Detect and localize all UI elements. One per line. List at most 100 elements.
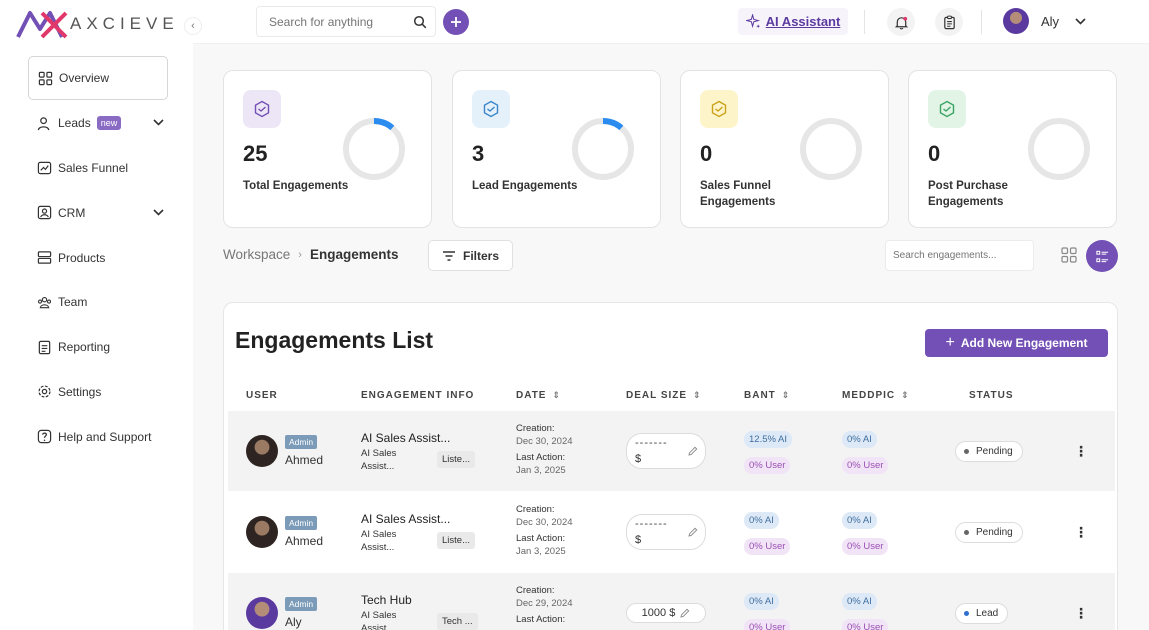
engagement-title[interactable]: AI Sales Assist... <box>361 431 451 445</box>
column-header-bant[interactable]: BANT ⇕ <box>744 390 791 401</box>
breadcrumb: Workspace › Engagements <box>223 247 398 262</box>
creation-label: Creation: <box>516 504 555 515</box>
tasks-button[interactable] <box>935 8 963 36</box>
logo-mark-icon <box>16 11 68 39</box>
sidebar-item-sales-funnel[interactable]: Sales Funnel <box>28 146 168 191</box>
stat-card-post-purchase[interactable]: 0 Post Purchase Engagements <box>908 70 1117 228</box>
status-badge[interactable]: Pending <box>955 441 1023 462</box>
row-menu-icon[interactable]: ⋮ <box>1074 443 1088 459</box>
column-header-user: USER <box>246 390 278 401</box>
stat-value: 3 <box>472 141 485 166</box>
notifications-button[interactable] <box>887 8 915 36</box>
list-view-icon <box>1095 250 1108 262</box>
column-header-deal-size[interactable]: DEAL SIZE ⇕ <box>626 390 702 401</box>
sidebar-item-label: Help and Support <box>58 429 152 444</box>
chevron-down-icon[interactable] <box>1075 17 1086 25</box>
edit-icon[interactable] <box>680 608 690 618</box>
logo-text: AXCIEVE <box>70 14 179 33</box>
engagement-search[interactable] <box>885 240 1034 271</box>
filters-label: Filters <box>462 248 499 263</box>
creation-label: Creation: <box>516 423 555 434</box>
deal-size-input[interactable]: ------- $ <box>626 514 706 550</box>
engagement-title[interactable]: Tech Hub <box>361 593 412 607</box>
engagement-subtitle: AI Sales Assist... <box>361 448 397 472</box>
table-row[interactable]: Admin Ahmed AI Sales Assist... AI Sales … <box>228 411 1115 491</box>
users-icon <box>37 116 52 131</box>
plus-icon: + <box>945 334 955 351</box>
status-badge[interactable]: Lead <box>955 603 1009 624</box>
ai-assistant-label: AI Assistant <box>765 14 841 29</box>
deal-size-input[interactable]: ------- $ <box>626 433 706 469</box>
stat-label: Total Engagements <box>243 180 349 192</box>
breadcrumb-root[interactable]: Workspace <box>223 247 291 262</box>
deal-size-value[interactable]: 1000 $ <box>626 603 706 623</box>
deal-currency: $ <box>635 453 642 465</box>
column-header-meddpic[interactable]: MEDDPIC ⇕ <box>842 390 910 401</box>
sidebar-item-team[interactable]: Team <box>28 280 168 325</box>
handshake-icon <box>700 90 738 128</box>
stat-card-total[interactable]: 25 Total Engagements <box>223 70 432 228</box>
global-search[interactable] <box>256 6 436 37</box>
status-badge[interactable]: Pending <box>955 522 1023 543</box>
chevron-down-icon[interactable] <box>153 117 164 129</box>
sort-icon[interactable]: ⇕ <box>781 390 791 400</box>
stat-label: Sales Funnel Engagements <box>700 180 776 208</box>
row-menu-icon[interactable]: ⋮ <box>1074 605 1088 621</box>
stat-card-lead[interactable]: 3 Lead Engagements <box>452 70 661 228</box>
engagement-subtitle: AI Sales Assist... <box>361 529 397 553</box>
search-icon[interactable] <box>413 15 427 29</box>
sort-icon[interactable]: ⇕ <box>693 390 702 400</box>
status-dot <box>964 530 969 535</box>
grid-view-icon[interactable] <box>1060 246 1078 264</box>
meddpic-ai-pill: 0% AI <box>842 512 877 529</box>
edit-icon[interactable] <box>688 527 698 537</box>
bell-icon <box>894 16 908 29</box>
global-search-input[interactable] <box>269 14 409 29</box>
avatar <box>246 435 278 467</box>
filters-button[interactable]: Filters <box>428 240 513 271</box>
bant-ai-pill: 12.5% AI <box>744 431 793 448</box>
grid-icon <box>38 71 53 86</box>
sort-icon[interactable]: ⇕ <box>552 390 562 400</box>
sidebar-collapse-button[interactable]: ‹ <box>184 17 202 35</box>
deal-placeholder: ------- <box>635 437 668 449</box>
role-badge: Admin <box>285 516 318 530</box>
edit-icon[interactable] <box>688 446 698 456</box>
sidebar-item-reporting[interactable]: Reporting <box>28 325 168 370</box>
ai-assistant-button[interactable]: AI Assistant <box>738 8 848 35</box>
engagement-search-input[interactable] <box>893 250 1028 261</box>
sidebar-item-products[interactable]: Products <box>28 235 168 280</box>
engagement-subtitle: AI Sales Assist... <box>361 610 397 630</box>
avatar <box>246 516 278 548</box>
bant-user-pill: 0% User <box>744 538 791 555</box>
row-menu-icon[interactable]: ⋮ <box>1074 524 1088 540</box>
brand-logo[interactable]: AXCIEVE <box>16 8 179 40</box>
table-row[interactable]: Admin Aly Tech Hub AI Sales Assist... Te… <box>228 573 1115 630</box>
creation-date: Dec 29, 2024 <box>516 597 573 609</box>
clipboard-icon <box>943 15 955 29</box>
user-menu[interactable]: Aly <box>1003 8 1086 34</box>
add-engagement-button[interactable]: + Add New Engagement <box>925 329 1108 357</box>
sidebar-item-overview[interactable]: Overview <box>28 56 168 100</box>
sidebar: AXCIEVE ‹ Overview Leads new Sales Funne… <box>0 0 202 630</box>
sidebar-item-help[interactable]: Help and Support <box>28 414 168 459</box>
engagement-tag: Tech ... <box>437 613 478 630</box>
status-dot <box>964 611 969 616</box>
stat-card-sales-funnel[interactable]: 0 Sales Funnel Engagements <box>680 70 889 228</box>
engagement-title[interactable]: AI Sales Assist... <box>361 512 451 526</box>
list-view-button[interactable] <box>1086 240 1118 272</box>
avatar <box>246 597 278 629</box>
panel-title: Engagements List <box>235 327 434 353</box>
sort-icon[interactable]: ⇕ <box>901 390 910 400</box>
column-header-date[interactable]: DATE ⇕ <box>516 390 562 401</box>
table-row[interactable]: Admin Ahmed AI Sales Assist... AI Sales … <box>228 492 1115 572</box>
chevron-down-icon[interactable] <box>153 207 164 219</box>
sidebar-item-settings[interactable]: Settings <box>28 370 168 415</box>
sidebar-item-label: Leads <box>58 116 91 131</box>
add-engagement-label: Add New Engagement <box>960 336 1088 350</box>
sidebar-item-crm[interactable]: CRM <box>28 190 168 235</box>
quick-add-button[interactable] <box>443 9 469 35</box>
stat-value: 0 <box>928 141 941 166</box>
sidebar-item-leads[interactable]: Leads new <box>28 101 168 146</box>
user-name: Aly <box>285 615 302 629</box>
